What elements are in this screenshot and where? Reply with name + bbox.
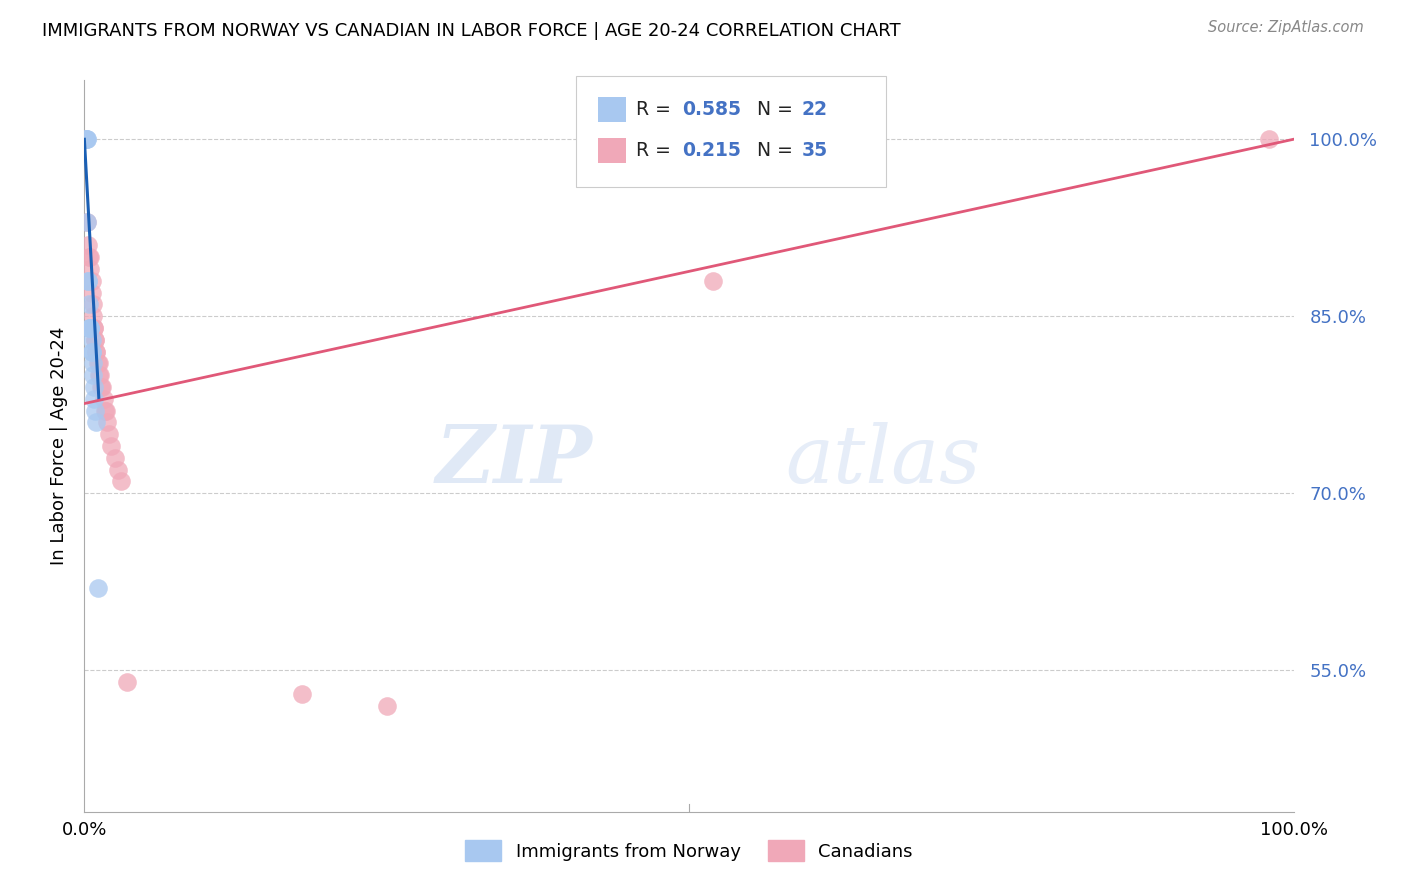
- Text: 0.585: 0.585: [682, 100, 741, 120]
- Point: [77, 321, 100, 335]
- Point: [87, 368, 110, 383]
- Point: [107, 462, 129, 476]
- Point: [77, 274, 100, 288]
- Text: ZIP: ZIP: [436, 422, 592, 500]
- Point: [86, 581, 108, 595]
- Point: [82, 310, 104, 324]
- Point: [79, 262, 101, 277]
- Point: [375, 698, 398, 713]
- Point: [96, 416, 118, 430]
- Point: [291, 687, 314, 701]
- Point: [91, 380, 114, 394]
- Point: [104, 450, 127, 465]
- Legend: Immigrants from Norway, Canadians: Immigrants from Norway, Canadians: [458, 833, 920, 869]
- Point: [86, 344, 108, 359]
- Text: 22: 22: [801, 100, 827, 120]
- Point: [80, 344, 103, 359]
- Point: [90, 380, 112, 394]
- Text: Source: ZipAtlas.com: Source: ZipAtlas.com: [1208, 20, 1364, 35]
- Point: [83, 321, 105, 335]
- Point: [82, 356, 104, 370]
- Point: [75, 132, 97, 146]
- Point: [87, 356, 110, 370]
- Point: [82, 368, 104, 383]
- Point: [80, 274, 103, 288]
- Point: [83, 380, 105, 394]
- Point: [84, 333, 107, 347]
- Point: [84, 403, 107, 417]
- Point: [75, 132, 97, 146]
- Point: [86, 344, 108, 359]
- Point: [79, 321, 101, 335]
- Text: R =: R =: [636, 141, 676, 161]
- Point: [702, 274, 724, 288]
- Point: [94, 403, 117, 417]
- Point: [76, 132, 98, 146]
- Text: IMMIGRANTS FROM NORWAY VS CANADIAN IN LABOR FORCE | AGE 20-24 CORRELATION CHART: IMMIGRANTS FROM NORWAY VS CANADIAN IN LA…: [42, 22, 901, 40]
- Point: [80, 285, 103, 300]
- Y-axis label: In Labor Force | Age 20-24: In Labor Force | Age 20-24: [49, 326, 67, 566]
- Point: [100, 439, 122, 453]
- Text: 35: 35: [801, 141, 828, 161]
- Point: [80, 333, 103, 347]
- Point: [1258, 132, 1281, 146]
- Point: [86, 356, 108, 370]
- Point: [79, 250, 101, 264]
- Point: [77, 297, 100, 311]
- Point: [86, 416, 108, 430]
- Point: [93, 392, 115, 406]
- Point: [83, 321, 105, 335]
- Point: [97, 427, 120, 442]
- Point: [94, 403, 117, 417]
- Point: [110, 475, 132, 489]
- Text: N =: N =: [745, 100, 799, 120]
- Text: N =: N =: [745, 141, 799, 161]
- Point: [79, 321, 101, 335]
- Text: atlas: atlas: [786, 422, 981, 500]
- Point: [77, 274, 100, 288]
- Point: [89, 368, 111, 383]
- Point: [82, 297, 104, 311]
- Point: [83, 392, 105, 406]
- Point: [80, 344, 103, 359]
- Text: 0.215: 0.215: [682, 141, 741, 161]
- Text: R =: R =: [636, 100, 676, 120]
- Point: [76, 215, 98, 229]
- Point: [77, 238, 100, 252]
- Point: [76, 215, 98, 229]
- Point: [84, 333, 107, 347]
- Point: [79, 321, 101, 335]
- Point: [115, 675, 138, 690]
- Point: [77, 250, 100, 264]
- Point: [76, 132, 98, 146]
